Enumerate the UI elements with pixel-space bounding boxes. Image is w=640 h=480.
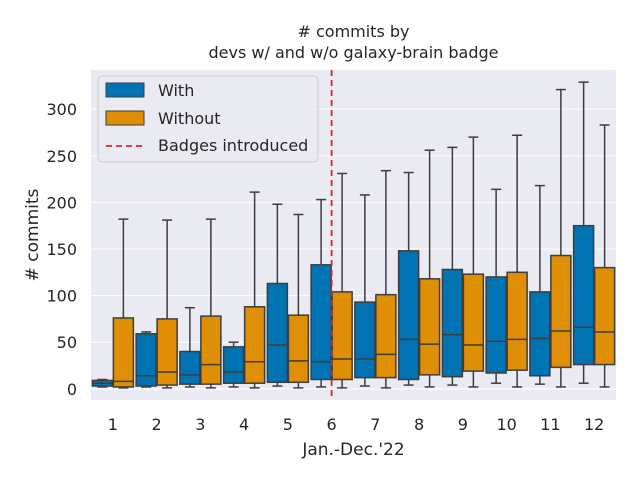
chart-title-line-1: # commits by: [297, 22, 409, 41]
iqr-box: [418, 278, 441, 376]
x-tick-label: 5: [283, 415, 293, 434]
x-tick-label: 9: [458, 415, 468, 434]
box-without-6: [331, 172, 353, 389]
box-with-11: [529, 184, 551, 385]
iqr-box: [506, 271, 528, 371]
x-tick-label: 8: [414, 415, 424, 434]
iqr-box: [135, 333, 157, 387]
legend-label-badges: Badges introduced: [158, 136, 308, 155]
iqr-box: [485, 276, 507, 374]
legend-label-with: With: [158, 81, 194, 100]
box-without-7: [375, 169, 397, 389]
iqr-box: [354, 301, 376, 379]
x-axis-label: Jan.-Dec.'22: [301, 440, 404, 460]
y-tick-label: 150: [46, 240, 77, 259]
iqr-box: [287, 314, 310, 384]
iqr-box: [593, 266, 616, 366]
chart-title-line-2: devs w/ and w/o galaxy-brain badge: [209, 43, 499, 62]
y-axis-label: # commits: [23, 188, 43, 281]
box-with-3: [179, 306, 201, 388]
iqr-box: [266, 282, 289, 384]
box-without-9: [462, 136, 485, 388]
y-tick-label: 250: [46, 147, 77, 166]
iqr-box: [550, 254, 572, 369]
box-with-2: [135, 331, 157, 388]
box-layer: [91, 81, 616, 389]
iqr-box: [331, 291, 353, 381]
y-tick-label: 0: [67, 380, 77, 399]
y-tick-label: 200: [46, 193, 77, 212]
box-without-12: [593, 124, 616, 388]
box-with-12: [572, 81, 595, 384]
iqr-box: [179, 350, 201, 385]
x-tick-label: 7: [370, 415, 380, 434]
iqr-box: [572, 224, 595, 366]
box-without-5: [287, 213, 310, 389]
box-without-1: [112, 218, 135, 389]
x-tick-label: 6: [327, 415, 337, 434]
legend: With Without Badges introduced: [97, 75, 319, 163]
box-without-3: [200, 218, 222, 389]
x-tick-label: 1: [108, 415, 118, 434]
box-with-7: [354, 194, 376, 387]
iqr-box: [200, 315, 222, 385]
legend-swatch-without: [105, 110, 145, 126]
iqr-box: [243, 306, 266, 384]
y-tick-label: 300: [46, 100, 77, 119]
grid-layer: [91, 108, 616, 390]
iqr-box: [222, 346, 245, 384]
box-without-4: [243, 191, 266, 389]
x-tick-label: 3: [195, 415, 205, 434]
y-tick-label: 100: [46, 287, 77, 306]
box-without-8: [418, 149, 441, 388]
box-with-8: [397, 171, 420, 386]
box-with-5: [266, 203, 289, 387]
x-tick-label: 11: [540, 415, 560, 434]
iqr-box: [441, 268, 464, 378]
legend-swatch-with: [105, 82, 145, 98]
iqr-box: [462, 273, 485, 372]
x-tick-label: 10: [496, 415, 516, 434]
legend-label-without: Without: [158, 109, 221, 128]
box-without-2: [156, 219, 178, 389]
y-tick-label: 50: [57, 333, 77, 352]
x-tick-label: 12: [584, 415, 604, 434]
x-tick-label: 4: [239, 415, 249, 434]
iqr-box: [397, 250, 420, 381]
x-tick-labels: 1 2 3 4 5 6 7 8 9 10 11 12: [108, 415, 605, 434]
box-with-6: [310, 198, 332, 388]
box-with-9: [441, 146, 464, 386]
box-without-10: [506, 134, 528, 388]
box-with-1: [91, 378, 114, 388]
iqr-box: [112, 317, 135, 388]
iqr-box: [156, 318, 178, 386]
box-with-10: [485, 188, 507, 384]
box-with-4: [222, 341, 245, 388]
iqr-box: [529, 291, 551, 377]
box-without-11: [550, 88, 572, 388]
legend-frame: [97, 75, 319, 163]
x-tick-label: 2: [152, 415, 162, 434]
iqr-box: [375, 293, 397, 379]
y-tick-labels: 0 50 100 150 200 250 300: [46, 100, 77, 399]
